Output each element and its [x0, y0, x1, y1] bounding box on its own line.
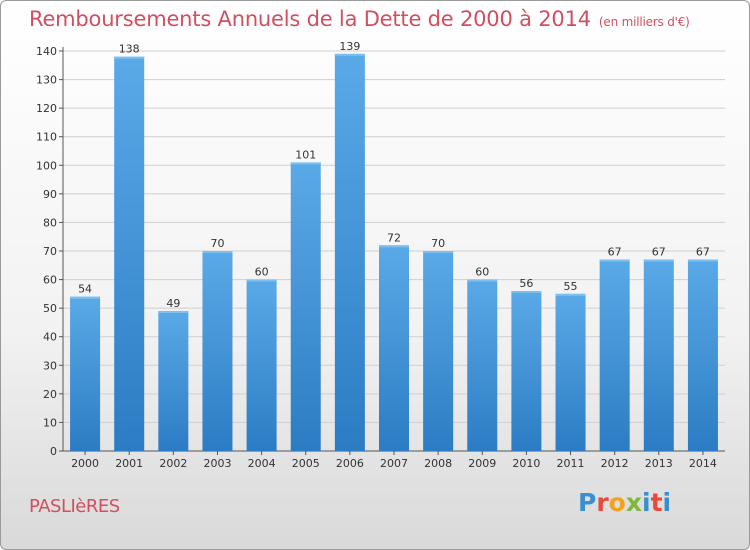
x-tick-label: 2003: [203, 457, 231, 470]
x-tick-label: 2008: [424, 457, 452, 470]
bar-top-highlight: [202, 251, 233, 253]
bar-2005: [290, 162, 321, 451]
bar-top-highlight: [423, 251, 454, 253]
bar-2010: [511, 291, 542, 451]
data-label: 138: [119, 43, 140, 56]
proxiti-logo: Proxiti: [578, 488, 671, 517]
x-tick-label: 2002: [159, 457, 187, 470]
bar-top-highlight: [246, 279, 277, 282]
data-label: 101: [295, 148, 316, 161]
title-unit: (en milliers d'€): [598, 15, 690, 29]
bar-2004: [246, 279, 277, 451]
bar-top-highlight: [378, 245, 410, 248]
y-tick-label: 30: [43, 359, 57, 372]
y-tick-label: 130: [36, 74, 57, 87]
x-tick-label: 2014: [689, 457, 717, 470]
data-labels: 54 138 49 70 60 101 139 72 70 60 56 55 67 67 67: [78, 40, 710, 310]
y-tick-label: 60: [43, 274, 57, 287]
x-tick-label: 2011: [557, 457, 585, 470]
bar-2000: [70, 296, 101, 451]
logo-letter: i: [642, 488, 651, 517]
bar-2014: [687, 259, 718, 451]
title-text: Remboursements Annuels de la Dette de 20…: [29, 7, 591, 31]
y-tick-label: 80: [43, 216, 57, 229]
bar-top-highlight: [158, 311, 189, 313]
bar-top-highlight: [511, 291, 542, 293]
bar-2013: [643, 259, 674, 451]
x-tick-label: 2009: [468, 457, 496, 470]
y-tick-label: 70: [43, 245, 57, 258]
bar-2008: [423, 251, 454, 451]
x-tick-label: 2012: [601, 457, 629, 470]
x-tick-label: 2004: [248, 457, 276, 470]
bar-top-highlight: [290, 162, 321, 165]
data-label: 70: [431, 237, 445, 250]
x-tick-label: 2000: [71, 457, 99, 470]
data-label: 49: [166, 297, 180, 310]
bar-2002: [158, 311, 189, 451]
data-label: 60: [255, 266, 269, 279]
bar-top-highlight: [687, 259, 718, 262]
x-tick-label: 2013: [645, 457, 673, 470]
bar-2006: [334, 53, 365, 451]
bar-top-highlight: [467, 279, 498, 282]
x-tick-label: 2001: [115, 457, 143, 470]
x-tick-label: 2010: [512, 457, 540, 470]
x-tick-label: 2005: [292, 457, 320, 470]
logo-letter: P: [578, 488, 597, 517]
logo-letter: t: [650, 488, 663, 517]
logo-letter: o: [608, 488, 626, 517]
data-label: 67: [608, 246, 622, 259]
logo-letter: i: [662, 488, 672, 517]
x-tick-label: 2006: [336, 457, 364, 470]
town-name: PASLIèRES: [29, 496, 120, 517]
data-label: 60: [475, 266, 489, 279]
bar-2001: [114, 56, 145, 451]
data-label: 70: [210, 237, 224, 250]
bar-2012: [599, 259, 630, 451]
y-tick-label: 120: [36, 102, 57, 115]
data-label: 54: [78, 283, 92, 296]
logo-letter: x: [625, 488, 642, 517]
bar-top-highlight: [555, 293, 586, 296]
y-tick-label: 40: [43, 331, 57, 344]
data-label: 67: [696, 246, 710, 259]
bar-2011: [555, 293, 586, 451]
bar-top-highlight: [70, 296, 101, 299]
data-label: 67: [652, 246, 666, 259]
bar-top-highlight: [114, 56, 145, 59]
data-label: 139: [339, 40, 360, 53]
data-label: 72: [387, 231, 401, 244]
chart-title: Remboursements Annuels de la Dette de 20…: [29, 7, 690, 31]
y-tick-label: 110: [36, 131, 57, 144]
bar-top-highlight: [334, 53, 365, 56]
y-tick-label: 90: [43, 188, 57, 201]
logo-letter: r: [596, 488, 609, 517]
bars: [70, 53, 718, 451]
bar-top-highlight: [599, 259, 630, 262]
data-label: 55: [564, 280, 578, 293]
x-tick-label: 2007: [380, 457, 408, 470]
y-tick-label: 50: [43, 302, 57, 315]
y-tick-label: 20: [43, 388, 57, 401]
y-tick-label: 140: [36, 45, 57, 58]
y-tick-label: 10: [43, 416, 57, 429]
bar-2003: [202, 251, 233, 451]
bar-top-highlight: [643, 259, 674, 262]
data-label: 56: [519, 277, 533, 290]
bar-2007: [378, 245, 410, 451]
bar-2009: [467, 279, 498, 451]
y-tick-label: 100: [36, 159, 57, 172]
y-tick-label: 0: [50, 445, 57, 458]
